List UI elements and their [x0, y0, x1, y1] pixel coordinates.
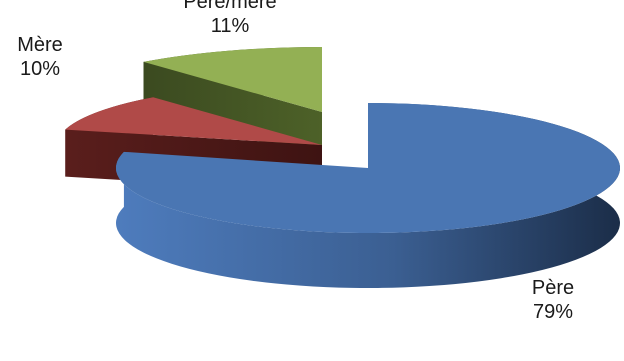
pie-slice-top-mere [65, 97, 322, 145]
slice-value-pere: 79% [533, 301, 573, 323]
slice-label-mere: Mère [17, 34, 63, 56]
pie-slice-top-pere-mere [143, 47, 322, 112]
slice-value-pere-mere: 11% [211, 15, 250, 37]
slice-label-pere-mere: Père/mère [183, 0, 276, 13]
slice-value-mere: 10% [20, 58, 60, 80]
pie-slice-pere [115, 103, 620, 288]
slice-label-pere: Père [532, 277, 574, 299]
pie-slice-top-pere [115, 103, 620, 233]
